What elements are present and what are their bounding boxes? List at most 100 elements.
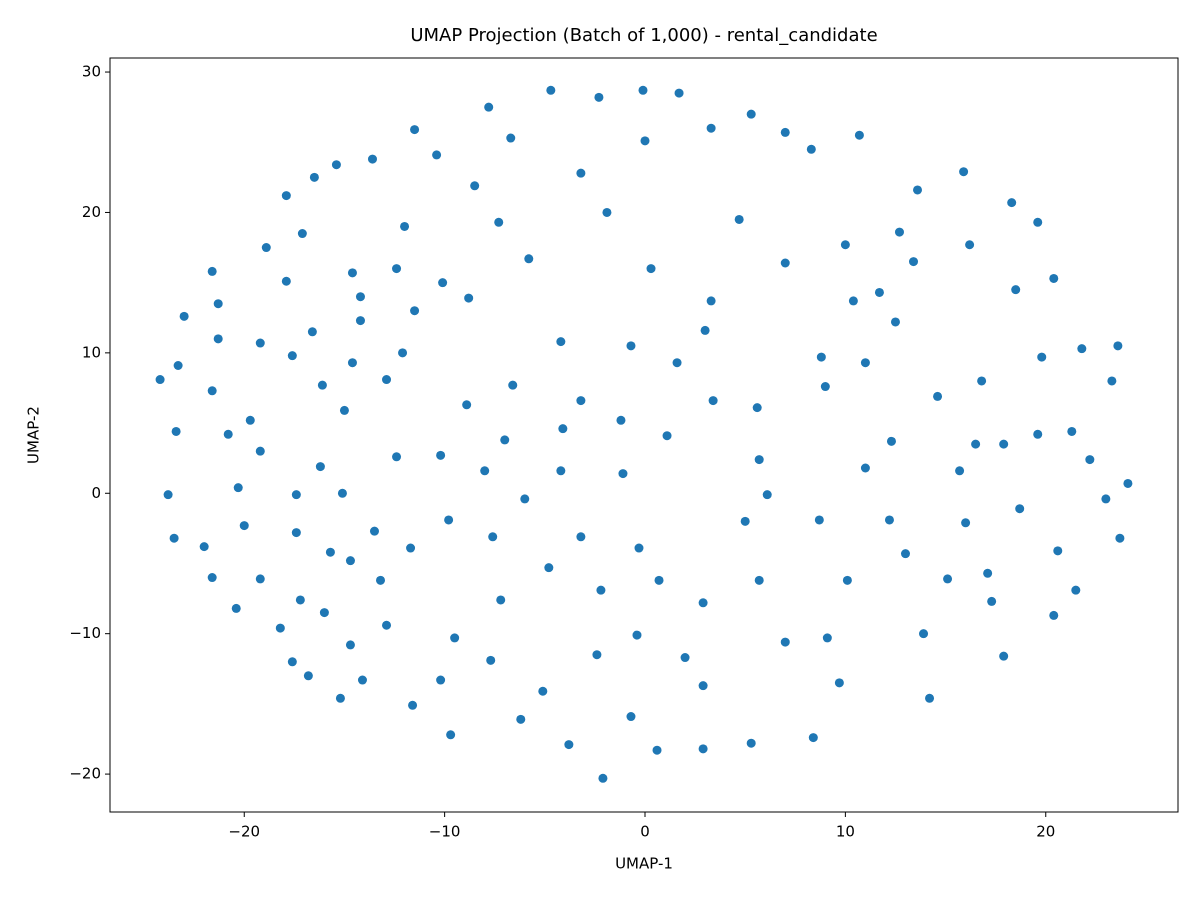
x-tick-label: 10 [836, 823, 855, 841]
point [752, 403, 762, 413]
point [347, 268, 357, 278]
point [1015, 504, 1025, 514]
point [450, 633, 460, 643]
point [919, 629, 929, 639]
y-tick-label: −10 [69, 624, 101, 642]
y-tick-label: −20 [69, 765, 101, 783]
point [339, 405, 349, 415]
point [173, 360, 183, 370]
point [754, 455, 764, 465]
point [634, 543, 644, 553]
point [576, 532, 586, 542]
point [484, 102, 494, 112]
point [886, 436, 896, 446]
point [900, 549, 910, 559]
point [854, 130, 864, 140]
point [281, 191, 291, 201]
point [345, 556, 355, 566]
point [680, 653, 690, 663]
point [319, 608, 329, 618]
point [1007, 198, 1017, 208]
y-axis-label: UMAP-2 [25, 406, 43, 464]
point [1037, 352, 1047, 362]
point [1071, 585, 1081, 595]
point [155, 375, 165, 385]
x-tick-label: 20 [1036, 823, 1055, 841]
point [369, 526, 379, 536]
y-tick-label: 10 [82, 343, 101, 361]
point [255, 574, 265, 584]
point [1101, 494, 1111, 504]
point [1033, 217, 1043, 227]
point [1107, 376, 1117, 386]
point [780, 127, 790, 137]
point [382, 620, 392, 630]
point [500, 435, 510, 445]
point [345, 640, 355, 650]
point [357, 675, 367, 685]
y-tick-label: 20 [82, 203, 101, 221]
point [640, 136, 650, 146]
point [524, 254, 534, 264]
point [780, 637, 790, 647]
point [516, 714, 526, 724]
point [626, 341, 636, 351]
point [842, 575, 852, 585]
point [281, 276, 291, 286]
point [820, 382, 830, 392]
point [496, 595, 506, 605]
point [275, 623, 285, 633]
point [486, 655, 496, 665]
x-tick-label: −10 [429, 823, 461, 841]
point [706, 123, 716, 133]
point [780, 258, 790, 268]
point [1123, 478, 1133, 488]
point [840, 240, 850, 250]
point [700, 325, 710, 335]
point [598, 773, 608, 783]
point [213, 334, 223, 344]
point [860, 463, 870, 473]
point [470, 181, 480, 191]
point [508, 380, 518, 390]
point [163, 490, 173, 500]
point [592, 650, 602, 660]
point [255, 446, 265, 456]
point [546, 85, 556, 95]
point [596, 585, 606, 595]
point [179, 311, 189, 321]
point [464, 293, 474, 303]
point [806, 144, 816, 154]
point [1085, 455, 1095, 465]
point [576, 168, 586, 178]
point [488, 532, 498, 542]
point [955, 466, 965, 476]
point [355, 292, 365, 302]
point [337, 488, 347, 498]
point [987, 596, 997, 606]
point [520, 494, 530, 504]
point [558, 424, 568, 434]
point [1113, 341, 1123, 351]
point [961, 518, 971, 528]
point [746, 738, 756, 748]
point [602, 207, 612, 217]
point [213, 299, 223, 309]
point [392, 264, 402, 274]
point [626, 712, 636, 722]
point [436, 450, 446, 460]
point [1049, 273, 1059, 283]
point [436, 675, 446, 685]
point [971, 439, 981, 449]
point [406, 543, 416, 553]
point [814, 515, 824, 525]
point [199, 542, 209, 552]
point [816, 352, 826, 362]
point [169, 533, 179, 543]
point [874, 287, 884, 297]
x-tick-label: −20 [228, 823, 260, 841]
point [890, 317, 900, 327]
point [480, 466, 490, 476]
point [462, 400, 472, 410]
